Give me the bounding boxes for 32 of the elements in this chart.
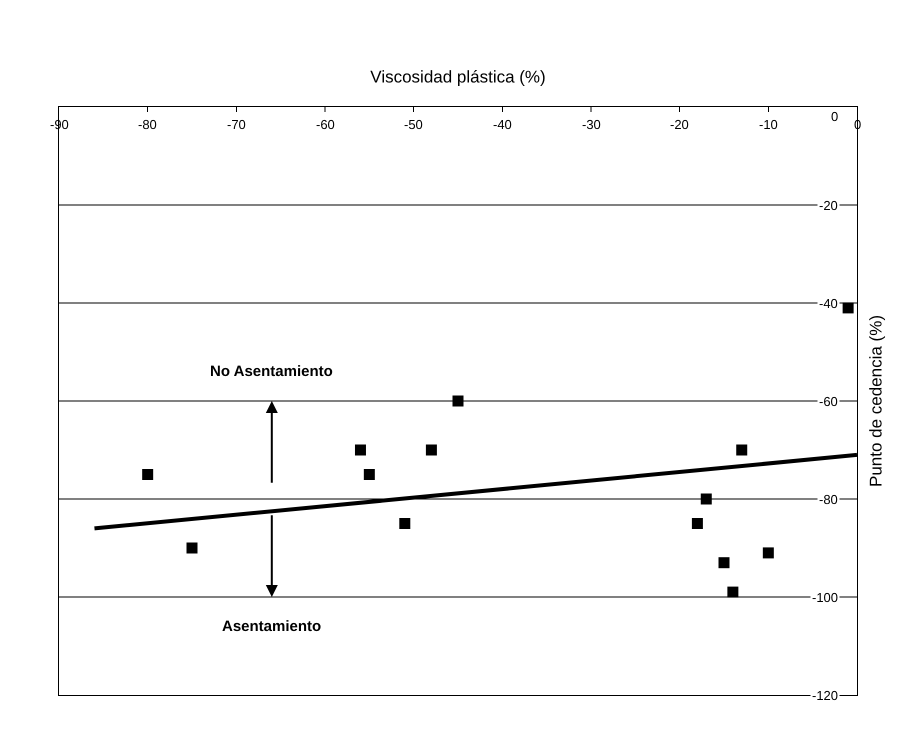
x-tick-label: -30 [582, 117, 601, 132]
point [692, 518, 703, 529]
point [727, 586, 738, 598]
point [364, 469, 375, 480]
point [762, 547, 774, 558]
annotation: Asentamiento [222, 618, 322, 635]
point [354, 444, 366, 456]
y-tick-label: -60 [819, 394, 838, 409]
point [736, 444, 748, 456]
annotation: No Asentamiento [210, 363, 333, 380]
x-tick-label: -50 [404, 117, 423, 132]
point [426, 444, 437, 456]
point [142, 469, 154, 480]
x-tick-label: -70 [227, 117, 246, 132]
y-tick-label: -120 [812, 688, 838, 703]
point [842, 302, 854, 314]
x-tick-label: -20 [670, 117, 689, 132]
x-tick-label: -40 [493, 117, 512, 132]
x-tick-label: -80 [138, 117, 157, 132]
y-tick-label: -40 [819, 296, 838, 311]
y-tick-label: -100 [812, 590, 838, 605]
y-axis-title: Punto de cedencia (%) [866, 315, 886, 487]
point [186, 542, 198, 554]
x-tick-label: -60 [316, 117, 335, 132]
y-tick-label: -20 [819, 198, 838, 213]
point [718, 557, 730, 568]
x-tick-label: -10 [759, 117, 778, 132]
point [399, 518, 410, 529]
point [452, 396, 464, 406]
x-axis-title: Viscosidad plástica (%) [370, 68, 546, 87]
y-tick-label: -80 [819, 492, 838, 507]
point [700, 494, 712, 504]
